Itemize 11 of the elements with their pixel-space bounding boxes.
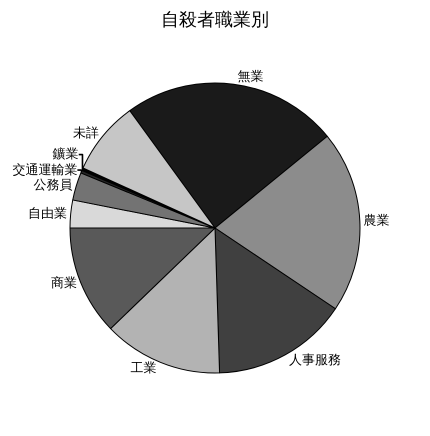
- slice-label: 人事服務: [289, 353, 342, 368]
- slice-label: 交通運輸業: [12, 162, 78, 178]
- slice-label: 自由業: [28, 206, 67, 222]
- slice-label: 工業: [130, 361, 157, 376]
- chart-title: 自殺者職業別: [161, 10, 269, 31]
- slice-label: 公務員: [33, 178, 72, 194]
- slice-label: 鑛業: [52, 147, 79, 162]
- slice-label: 未詳: [72, 126, 99, 141]
- slice-label: 無業: [237, 69, 264, 84]
- slice-label: 商業: [50, 276, 77, 291]
- slice-label: 農業: [364, 214, 390, 229]
